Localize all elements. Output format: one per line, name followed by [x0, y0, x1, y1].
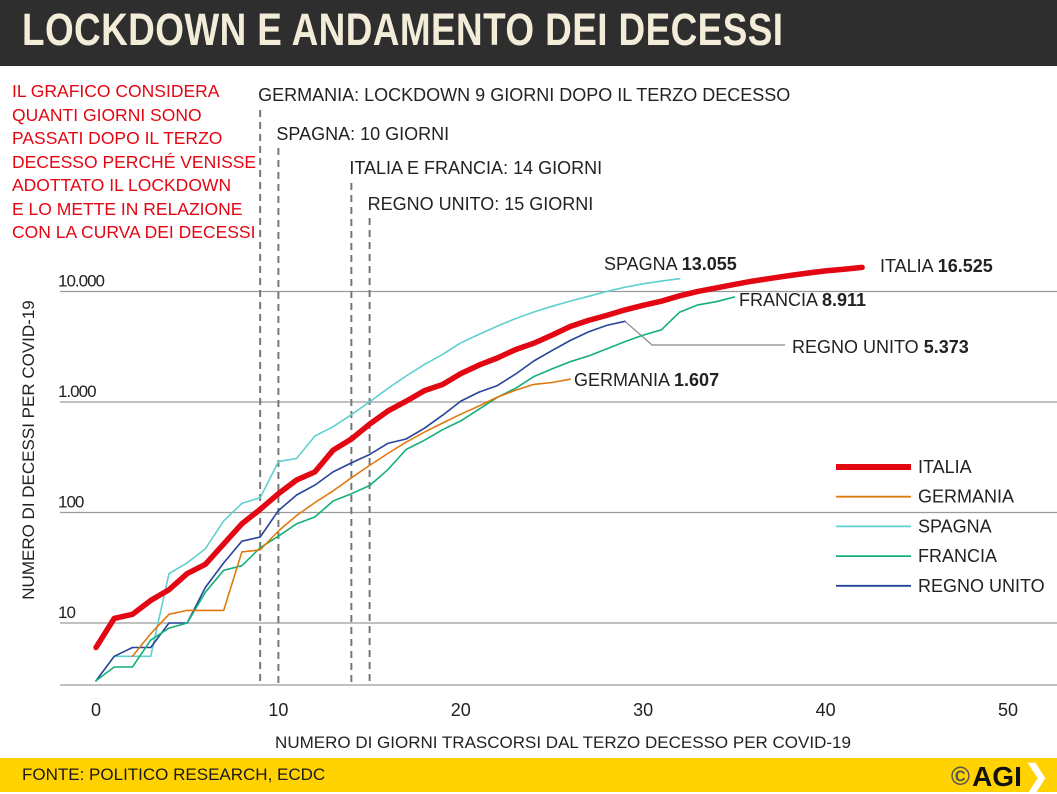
chart: 10 100 1.000 10.000 0 10 20 30 40 50 NUMERO DI GIO… — [19, 85, 1057, 752]
end-label-name: GERMANIA — [574, 370, 674, 390]
end-label-germania: GERMANIA 1.607 — [574, 370, 719, 390]
x-tick-label: 20 — [451, 700, 471, 720]
y-axis-label: NUMERO DI DECESSI PER COVID-19 — [19, 300, 38, 599]
end-label-francia: FRANCIA 8.911 — [739, 290, 866, 310]
end-label-value: 8.911 — [822, 290, 866, 310]
header: LOCKDOWN E ANDAMENTO DEI DECESSI — [0, 0, 1057, 66]
x-tick-label: 30 — [633, 700, 653, 720]
series-line-francia — [95, 296, 736, 682]
y-tick-label: 1.000 — [58, 382, 96, 401]
lockdown-label: GERMANIA: LOCKDOWN 9 GIORNI DOPO IL TERZ… — [258, 85, 790, 105]
series-line-spagna — [95, 277, 681, 682]
legend-label: REGNO UNITO — [918, 576, 1045, 596]
legend-label: ITALIA — [918, 457, 972, 477]
legend-label: SPAGNA — [918, 516, 992, 536]
series-line-italia — [93, 264, 865, 651]
x-tick-label: 50 — [998, 700, 1018, 720]
lockdown-label: SPAGNA: 10 GIORNI — [276, 124, 449, 144]
series-line-regno_unito — [95, 320, 626, 682]
end-label-spagna: SPAGNA 13.055 — [604, 254, 737, 274]
chevron-right-icon: ❯ — [1023, 760, 1049, 793]
lockdown-label: ITALIA E FRANCIA: 14 GIORNI — [349, 158, 602, 178]
copyright-icon: © — [950, 761, 971, 791]
legend-label: FRANCIA — [918, 546, 997, 566]
end-label-name: FRANCIA — [739, 290, 822, 310]
end-label-name: SPAGNA — [604, 254, 682, 274]
end-label-italia: ITALIA 16.525 — [880, 256, 993, 276]
x-axis-label: NUMERO DI GIORNI TRASCORSI DAL TERZO DEC… — [275, 733, 851, 752]
y-tick-label: 100 — [58, 493, 84, 512]
end-label-value: 13.055 — [682, 254, 737, 274]
y-tick-label: 10 — [58, 603, 75, 622]
end-label-name: REGNO UNITO — [792, 337, 924, 357]
logo-text: AGI — [972, 760, 1022, 792]
end-label-value: 5.373 — [924, 337, 969, 357]
agi-logo: © AGI ❯ — [951, 759, 1049, 794]
page-title: LOCKDOWN E ANDAMENTO DEI DECESSI — [22, 4, 784, 55]
legend-label: GERMANIA — [918, 487, 1014, 507]
footer: FONTE: POLITICO RESEARCH, ECDC © AGI ❯ — [0, 758, 1057, 794]
series-line-germania — [131, 378, 572, 658]
end-label-value: 16.525 — [938, 256, 993, 276]
end-label-name: ITALIA — [880, 256, 938, 276]
lockdown-label: REGNO UNITO: 15 GIORNI — [368, 194, 594, 214]
x-tick-label: 10 — [268, 700, 288, 720]
chart-note: IL GRAFICO CONSIDERA QUANTI GIORNI SONO … — [12, 81, 257, 242]
y-tick-label: 10.000 — [58, 272, 105, 291]
leader-line — [624, 320, 785, 346]
x-tick-label: 40 — [816, 700, 836, 720]
end-label-regno_unito: REGNO UNITO 5.373 — [792, 337, 969, 357]
end-label-value: 1.607 — [674, 370, 719, 390]
x-tick-label: 0 — [91, 700, 101, 720]
source-text: FONTE: POLITICO RESEARCH, ECDC — [22, 765, 326, 784]
